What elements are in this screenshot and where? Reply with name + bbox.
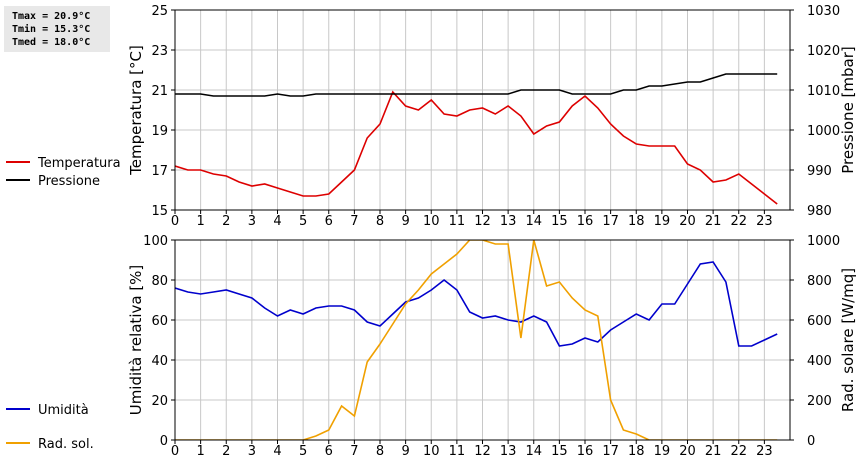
y-tick-label: 60 [151, 314, 168, 329]
x-tick-label: 23 [756, 214, 773, 229]
x-tick-label: 2 [222, 214, 230, 229]
y-tick-label: 21 [151, 84, 168, 99]
y-tick-label: 19 [151, 124, 168, 139]
x-tick-label: 3 [248, 444, 256, 459]
y2-axis-title: Rad. solare [W/mq] [839, 268, 857, 412]
y-tick-label: 0 [160, 434, 168, 449]
x-tick-label: 17 [602, 444, 619, 459]
x-tick-label: 9 [401, 214, 409, 229]
x-tick-label: 0 [171, 444, 179, 459]
y2-tick-label: 600 [807, 314, 832, 329]
y2-tick-label: 1000 [807, 124, 840, 139]
x-tick-label: 18 [628, 214, 645, 229]
x-tick-label: 12 [474, 214, 491, 229]
x-tick-label: 4 [273, 444, 281, 459]
x-tick-label: 12 [474, 444, 491, 459]
x-tick-label: 9 [401, 444, 409, 459]
legend-label-pressione: Pressione [38, 174, 100, 189]
x-tick-label: 15 [551, 214, 568, 229]
series-line-pressione [175, 73, 778, 97]
y2-axis-title: Pressione [mbar] [839, 46, 857, 174]
x-tick-label: 1 [196, 214, 204, 229]
x-tick-label: 14 [525, 444, 542, 459]
x-tick-label: 21 [705, 444, 722, 459]
x-tick-label: 16 [577, 444, 594, 459]
x-tick-label: 5 [299, 214, 307, 229]
x-tick-label: 0 [171, 214, 179, 229]
x-tick-label: 13 [500, 214, 517, 229]
x-tick-label: 3 [248, 214, 256, 229]
x-tick-label: 6 [325, 214, 333, 229]
x-tick-label: 16 [577, 214, 594, 229]
x-tick-label: 8 [376, 214, 384, 229]
x-tick-label: 4 [273, 214, 281, 229]
y-tick-label: 20 [151, 394, 168, 409]
tmed-label: Tmed = 18.0°C [12, 37, 91, 48]
x-tick-label: 18 [628, 444, 645, 459]
y-tick-label: 15 [151, 204, 168, 219]
tmax-label: Tmax = 20.9°C [12, 11, 91, 22]
x-tick-label: 8 [376, 444, 384, 459]
x-tick-label: 20 [679, 214, 696, 229]
x-tick-label: 7 [350, 214, 358, 229]
x-tick-label: 6 [325, 444, 333, 459]
x-tick-label: 23 [756, 444, 773, 459]
y2-tick-label: 1020 [807, 44, 840, 59]
x-tick-label: 2 [222, 444, 230, 459]
stats-box: Tmax = 20.9°C Tmin = 15.3°C Tmed = 18.0°… [4, 6, 110, 52]
y-axis-title: Umidità relativa [%] [127, 265, 145, 416]
y2-tick-label: 980 [807, 204, 832, 219]
x-tick-label: 22 [730, 444, 747, 459]
x-tick-label: 14 [525, 214, 542, 229]
y2-tick-label: 200 [807, 394, 832, 409]
plot-frame [174, 9, 791, 211]
x-tick-label: 19 [654, 214, 671, 229]
y-tick-label: 23 [151, 44, 168, 59]
x-tick-label: 17 [602, 214, 619, 229]
series-line-umidit [175, 261, 778, 347]
x-tick-label: 5 [299, 444, 307, 459]
y2-tick-label: 0 [807, 434, 815, 449]
legend-label-rad-sol: Rad. sol. [38, 437, 94, 452]
legend-label-temperatura: Temperatura [37, 156, 121, 171]
y-tick-label: 100 [143, 234, 168, 249]
legend-label-umidit: Umidità [38, 403, 89, 418]
x-tick-label: 11 [449, 444, 466, 459]
y-tick-label: 80 [151, 274, 168, 289]
y-tick-label: 40 [151, 354, 168, 369]
y2-tick-label: 1010 [807, 84, 840, 99]
tmin-label: Tmin = 15.3°C [12, 24, 91, 35]
x-tick-label: 11 [449, 214, 466, 229]
series-line-temperatura [175, 90, 778, 205]
x-tick-label: 1 [196, 444, 204, 459]
y-tick-label: 17 [151, 164, 168, 179]
x-tick-label: 15 [551, 444, 568, 459]
y-axis-title: Temperatura [°C] [127, 45, 145, 176]
x-tick-label: 22 [730, 214, 747, 229]
y-tick-label: 25 [151, 4, 168, 19]
y2-tick-label: 1030 [807, 4, 840, 19]
x-tick-label: 20 [679, 444, 696, 459]
y2-tick-label: 400 [807, 354, 832, 369]
y2-tick-label: 800 [807, 274, 832, 289]
x-tick-label: 7 [350, 444, 358, 459]
y2-tick-label: 1000 [807, 234, 840, 249]
x-tick-label: 19 [654, 444, 671, 459]
plot-frame [174, 239, 791, 441]
y2-tick-label: 990 [807, 164, 832, 179]
x-tick-label: 10 [423, 214, 440, 229]
x-tick-label: 10 [423, 444, 440, 459]
x-tick-label: 21 [705, 214, 722, 229]
series-line-rad-sol [175, 240, 778, 440]
x-tick-label: 13 [500, 444, 517, 459]
